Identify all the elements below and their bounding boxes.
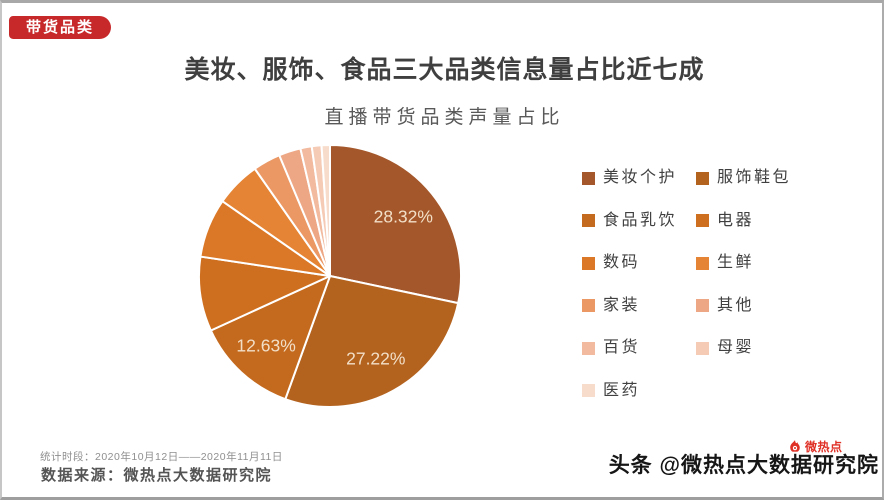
legend-swatch bbox=[696, 214, 709, 227]
legend-item-2: 服饰鞋包 bbox=[696, 169, 792, 186]
legend-swatch bbox=[582, 341, 595, 355]
legend-swatch bbox=[696, 171, 709, 185]
pie-data-label: 27.22% bbox=[346, 349, 405, 369]
pie-slice-美妆个护 bbox=[329, 144, 462, 305]
hotspot-flame-icon bbox=[790, 439, 800, 453]
pie-slice-数码 bbox=[199, 200, 331, 277]
pie-slice-百货 bbox=[299, 145, 331, 277]
legend-label: 服饰鞋包 bbox=[717, 169, 792, 186]
legend-item-1: 美妆个护 bbox=[582, 169, 696, 186]
data-source: 数据来源：微热点大数据研究院 bbox=[41, 467, 273, 484]
legend-item-7: 家装 bbox=[582, 296, 696, 314]
pie-slice-服饰鞋包 bbox=[284, 275, 460, 408]
pie-slice-食品乳饮 bbox=[209, 275, 331, 401]
legend-label: 母婴 bbox=[717, 339, 755, 356]
hotspot-logo: 微热点 bbox=[787, 438, 843, 455]
hotspot-logo-text: 微热点 bbox=[805, 440, 843, 454]
legend-swatch bbox=[582, 214, 595, 227]
legend-swatch bbox=[582, 256, 595, 270]
pie-slice-医药 bbox=[320, 143, 331, 277]
legend-label: 家装 bbox=[603, 296, 641, 314]
legend-label: 美妆个护 bbox=[603, 169, 678, 186]
pie-slice-家装 bbox=[253, 154, 331, 277]
stats-period: 统计时段：2020年10月12日——2020年11月11日 bbox=[40, 451, 283, 463]
legend-swatch bbox=[582, 299, 595, 312]
legend-item-5: 数码 bbox=[582, 254, 696, 271]
pie-slice-其他 bbox=[278, 147, 331, 277]
pie-data-label: 28.32% bbox=[374, 207, 433, 227]
legend-label: 电器 bbox=[717, 211, 755, 229]
legend-item-6: 生鲜 bbox=[696, 254, 791, 271]
legend-swatch bbox=[582, 171, 595, 185]
pie-slice-电器 bbox=[198, 255, 331, 332]
legend-label: 其他 bbox=[717, 296, 755, 314]
toutiao-handle: 头条 @微热点大数据研究院 bbox=[608, 454, 879, 477]
legend-swatch bbox=[696, 299, 709, 312]
chart-title: 直播带货品类声量占比 bbox=[324, 107, 565, 128]
legend-item-8: 其他 bbox=[696, 296, 791, 314]
category-badge: 带货品类 bbox=[9, 16, 111, 39]
legend-item-4: 电器 bbox=[696, 211, 791, 229]
legend-item-11: 医药 bbox=[582, 381, 696, 399]
legend-label: 数码 bbox=[603, 254, 641, 271]
legend-swatch bbox=[696, 256, 709, 270]
legend-item-10: 母婴 bbox=[696, 339, 791, 356]
pie-slice-生鲜 bbox=[221, 167, 331, 277]
legend-item-9: 百货 bbox=[582, 339, 696, 356]
legend-label: 医药 bbox=[603, 381, 641, 399]
legend-label: 食品乳饮 bbox=[603, 211, 678, 229]
page-title: 美妆、服饰、食品三大品类信息量占比近七成 bbox=[184, 56, 705, 84]
legend-swatch bbox=[582, 384, 595, 397]
legend-swatch bbox=[696, 341, 709, 355]
legend-item-3: 食品乳饮 bbox=[582, 211, 696, 229]
pie-data-label: 12.63% bbox=[236, 335, 295, 355]
legend-label: 生鲜 bbox=[717, 254, 755, 271]
pie-slice-母婴 bbox=[310, 144, 331, 277]
chart-legend: 美妆个护 服饰鞋包食品乳饮 电器数码 生鲜家装 其他百货 母婴医药 bbox=[582, 169, 792, 399]
legend-label: 百货 bbox=[603, 339, 641, 356]
